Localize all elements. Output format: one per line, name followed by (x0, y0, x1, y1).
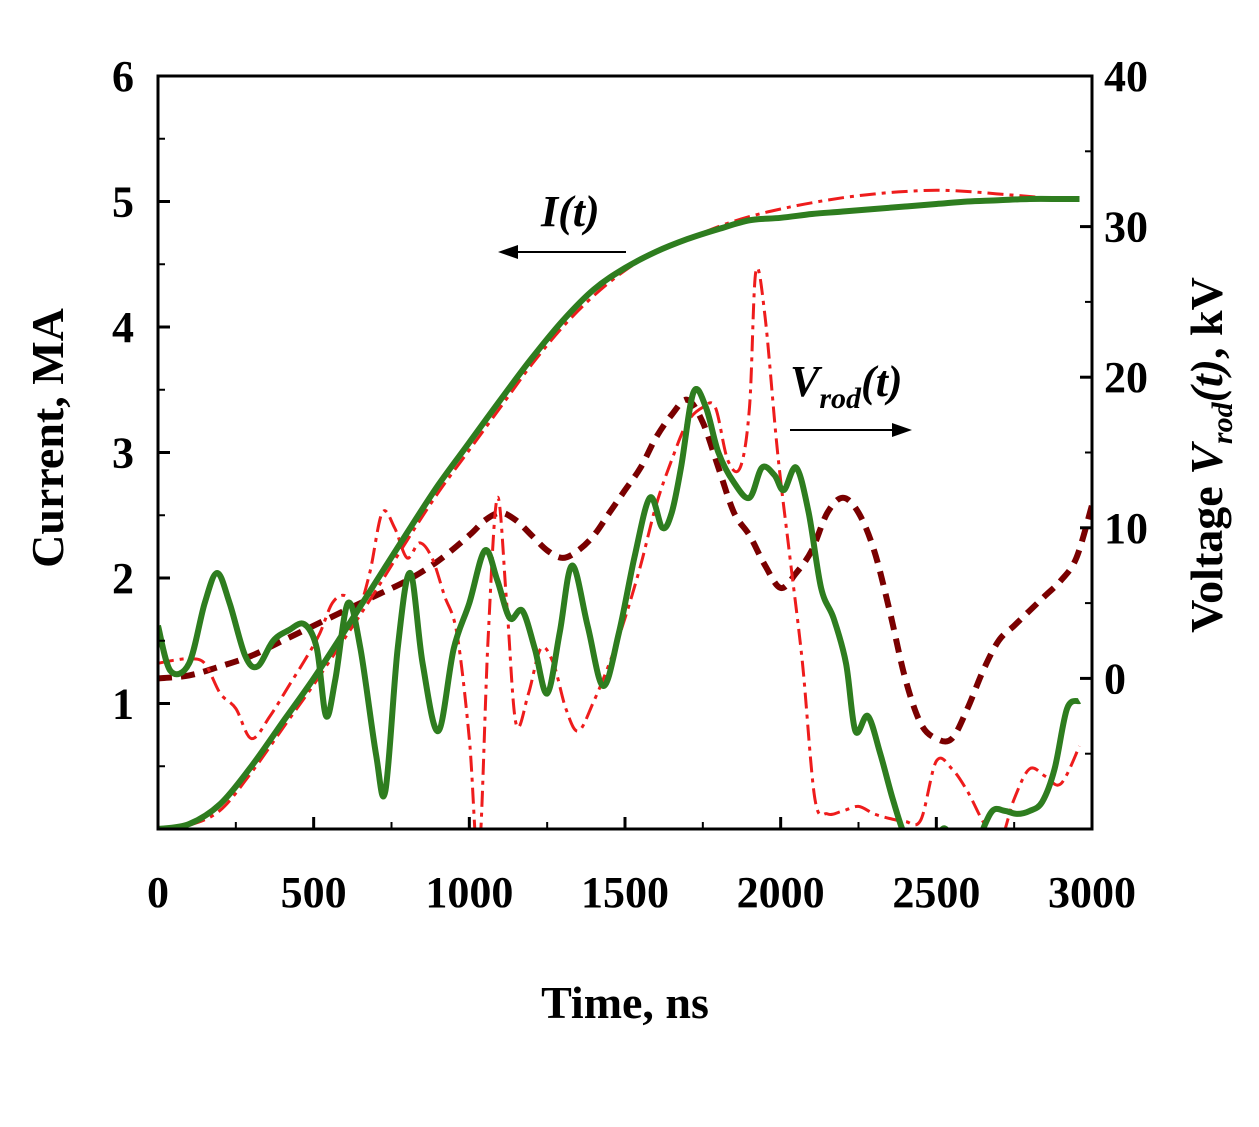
x-tick-label: 3000 (1048, 868, 1136, 917)
right-axis-title-arg: (t) (1181, 359, 1232, 402)
series-line-1-left-solid (158, 195, 1080, 829)
x-tick-label: 0 (147, 868, 169, 917)
x-tick-label: 2500 (892, 868, 980, 917)
left-tick-label: 5 (112, 178, 134, 227)
right-axis-title-sub: rod (1206, 401, 1239, 444)
left-tick-label: 1 (112, 680, 134, 729)
left-tick-label: 4 (112, 303, 134, 352)
left-tick-label: 3 (112, 429, 134, 478)
x-axis-title: Time, ns (541, 977, 709, 1028)
right-axis-title-prefix: Voltage (1181, 475, 1232, 633)
left-tick-label: 6 (112, 52, 134, 101)
right-tick-label: 20 (1104, 353, 1148, 402)
right-axis-title-var: V (1181, 441, 1232, 475)
series-line-3-right-solid (158, 385, 1082, 829)
ticks-layer: 0 500 1000 1500 2000 2500 3000 1 2 3 4 5 6 0 10 20 30 40 (112, 52, 1148, 917)
plot-frame (156, 74, 1094, 831)
voltage-annotation-sub: rod (819, 382, 862, 415)
x-tick-label: 2000 (737, 868, 825, 917)
right-tick-label: 0 (1104, 654, 1126, 703)
current-annotation: I(t) (540, 187, 600, 236)
voltage-annotation-arg: (t) (861, 357, 903, 406)
current-arrow-head (498, 245, 518, 259)
right-axis-title-suffix: , kV (1181, 277, 1232, 359)
x-tick-label: 1000 (425, 868, 513, 917)
series-layer (158, 188, 1092, 829)
voltage-annotation: Vrod(t) (790, 357, 903, 415)
right-tick-label: 30 (1104, 203, 1148, 252)
right-tick-label: 40 (1104, 52, 1148, 101)
series-line-5-right-dashed (158, 396, 1092, 745)
x-tick-label: 1500 (581, 868, 669, 917)
left-tick-label: 2 (112, 554, 134, 603)
left-axis-title: Current, MA (22, 308, 73, 568)
right-tick-label: 10 (1104, 504, 1148, 553)
voltage-arrow-head (892, 423, 912, 437)
series-line-2-left-dash-dot (158, 188, 1080, 829)
voltage-annotation-var: V (790, 357, 823, 406)
x-tick-label: 500 (281, 868, 347, 917)
right-axis-title: Voltage Vrod(t), kV (1181, 277, 1239, 633)
series-line-4-right-dash-dot (158, 266, 1081, 829)
